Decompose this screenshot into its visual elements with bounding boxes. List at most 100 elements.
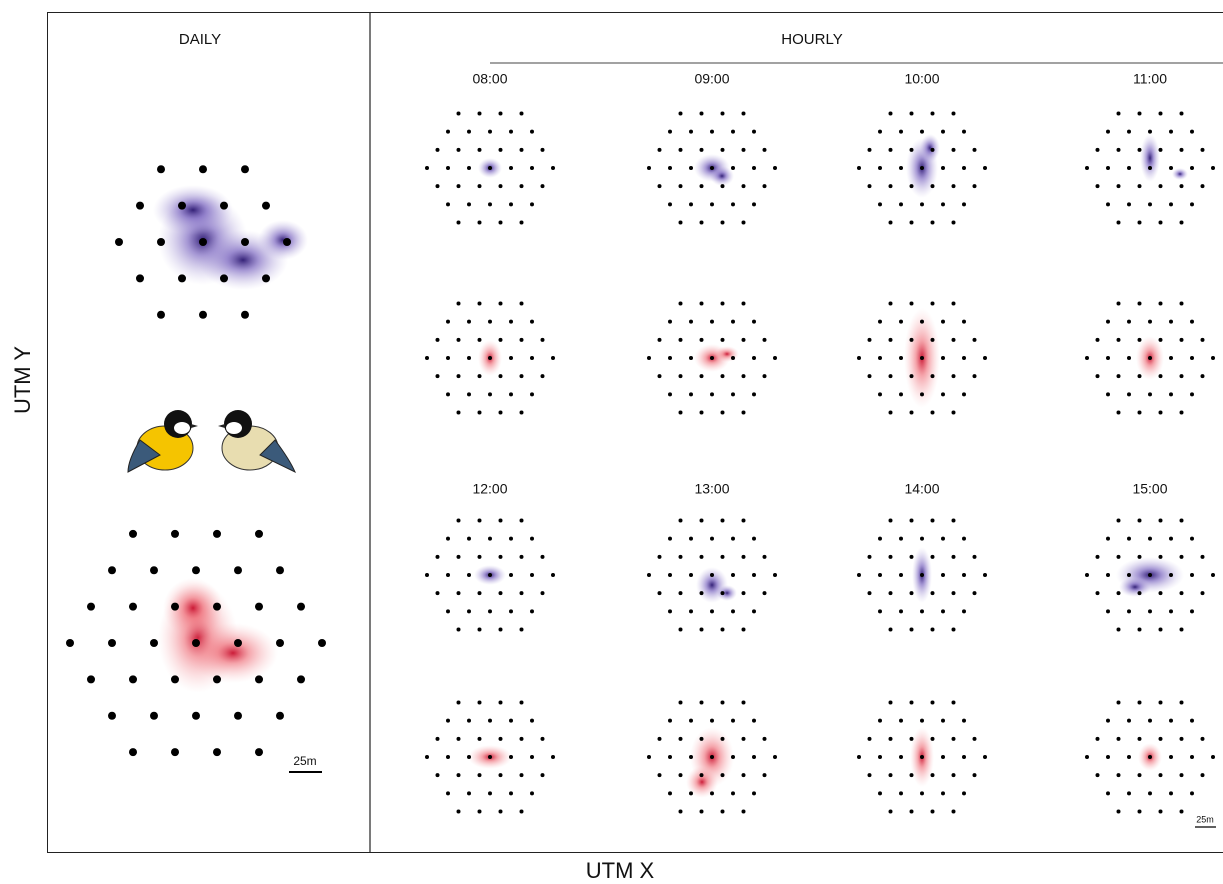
station (658, 374, 662, 378)
station (478, 737, 482, 741)
station (509, 609, 513, 613)
station (551, 573, 555, 577)
station (952, 518, 956, 522)
station (700, 591, 704, 595)
station (488, 166, 492, 170)
station (478, 555, 482, 559)
station (721, 591, 725, 595)
station (446, 166, 450, 170)
station (700, 374, 704, 378)
station (658, 773, 662, 777)
station (457, 555, 461, 559)
hour-label: 13:00 (694, 481, 729, 497)
station (889, 184, 893, 188)
station (1138, 591, 1142, 595)
station (150, 712, 158, 720)
station (1211, 356, 1215, 360)
station (668, 356, 672, 360)
station (541, 555, 545, 559)
station (1169, 392, 1173, 396)
station (499, 591, 503, 595)
station (530, 791, 534, 795)
station (941, 573, 945, 577)
station (1190, 791, 1194, 795)
station (488, 392, 492, 396)
station (488, 356, 492, 360)
station (1159, 184, 1163, 188)
station (1180, 148, 1184, 152)
station (731, 791, 735, 795)
station (962, 755, 966, 759)
station (742, 628, 746, 632)
station (952, 301, 956, 305)
station (478, 301, 482, 305)
station (721, 301, 725, 305)
station (1138, 338, 1142, 342)
station (530, 719, 534, 723)
station (889, 773, 893, 777)
station (658, 184, 662, 188)
station (1085, 755, 1089, 759)
station (467, 166, 471, 170)
station (1190, 202, 1194, 206)
station (910, 411, 914, 415)
station (920, 320, 924, 324)
station (931, 591, 935, 595)
station (962, 202, 966, 206)
station (710, 130, 714, 134)
station (752, 356, 756, 360)
station (658, 338, 662, 342)
station (467, 719, 471, 723)
station (868, 555, 872, 559)
station (541, 591, 545, 595)
station (889, 737, 893, 741)
station (920, 166, 924, 170)
station (467, 130, 471, 134)
station (1127, 573, 1131, 577)
station (721, 628, 725, 632)
station (910, 338, 914, 342)
station (541, 338, 545, 342)
station (488, 791, 492, 795)
station (255, 530, 263, 538)
station (1085, 356, 1089, 360)
station (731, 356, 735, 360)
station (910, 111, 914, 115)
station (1117, 374, 1121, 378)
station (952, 338, 956, 342)
station (467, 202, 471, 206)
station (530, 202, 534, 206)
station (931, 700, 935, 704)
station (551, 755, 555, 759)
station (1117, 628, 1121, 632)
station (742, 184, 746, 188)
station (1180, 411, 1184, 415)
station (731, 719, 735, 723)
y-axis-label: UTM Y (10, 346, 35, 414)
station (899, 356, 903, 360)
station (1201, 773, 1205, 777)
station (551, 356, 555, 360)
station (710, 755, 714, 759)
station (509, 130, 513, 134)
station (647, 573, 651, 577)
station (668, 573, 672, 577)
station (752, 791, 756, 795)
station (1148, 320, 1152, 324)
station (899, 755, 903, 759)
station (478, 773, 482, 777)
station (931, 221, 935, 225)
station (857, 356, 861, 360)
station (721, 773, 725, 777)
station (478, 518, 482, 522)
station (1096, 737, 1100, 741)
station (520, 338, 524, 342)
station (541, 737, 545, 741)
station (1180, 221, 1184, 225)
station (931, 737, 935, 741)
station (213, 530, 221, 538)
station (721, 518, 725, 522)
station (931, 301, 935, 305)
station (731, 166, 735, 170)
station (1106, 755, 1110, 759)
